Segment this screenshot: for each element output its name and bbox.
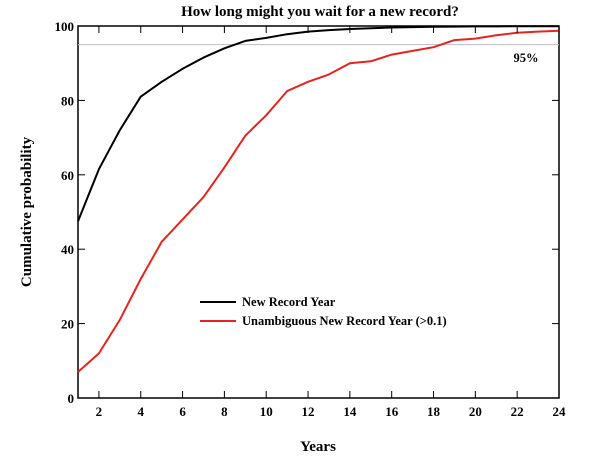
plot-frame	[77, 25, 560, 399]
x-tick-label: 16	[385, 404, 399, 419]
x-tick-label: 24	[553, 404, 567, 419]
series-lines	[77, 25, 560, 373]
series-line-1	[77, 29, 560, 373]
reference-line-label: 95%	[514, 51, 539, 65]
x-tick-label: 2	[96, 404, 103, 419]
x-axis-label: Years	[300, 439, 336, 455]
x-tick-label: 14	[343, 404, 357, 419]
y-tick-label: 40	[61, 242, 74, 257]
y-tick-label: 0	[68, 391, 75, 406]
y-axis-label: Cumulative probability	[19, 136, 35, 287]
legend-label-unambiguous-new-record-year: Unambiguous New Record Year (>0.1)	[242, 314, 447, 328]
chart-title: How long might you wait for a new record…	[181, 4, 459, 20]
x-tick-label: 20	[469, 404, 482, 419]
x-tick-label: 22	[511, 404, 524, 419]
x-tick-label: 10	[260, 404, 273, 419]
x-tick-label: 4	[137, 404, 144, 419]
y-tick-label: 100	[55, 19, 75, 34]
x-tick-label: 12	[302, 404, 315, 419]
y-tick-label: 60	[61, 168, 74, 183]
x-tick-label: 18	[427, 404, 441, 419]
x-tick-label: 8	[221, 404, 228, 419]
legend-box	[196, 290, 536, 334]
y-tick-label: 20	[61, 317, 74, 332]
y-tick-label: 80	[61, 93, 74, 108]
legend-label-new-record-year: New Record Year	[242, 295, 336, 309]
series-line-0	[77, 25, 559, 222]
x-tick-label: 6	[179, 404, 186, 419]
